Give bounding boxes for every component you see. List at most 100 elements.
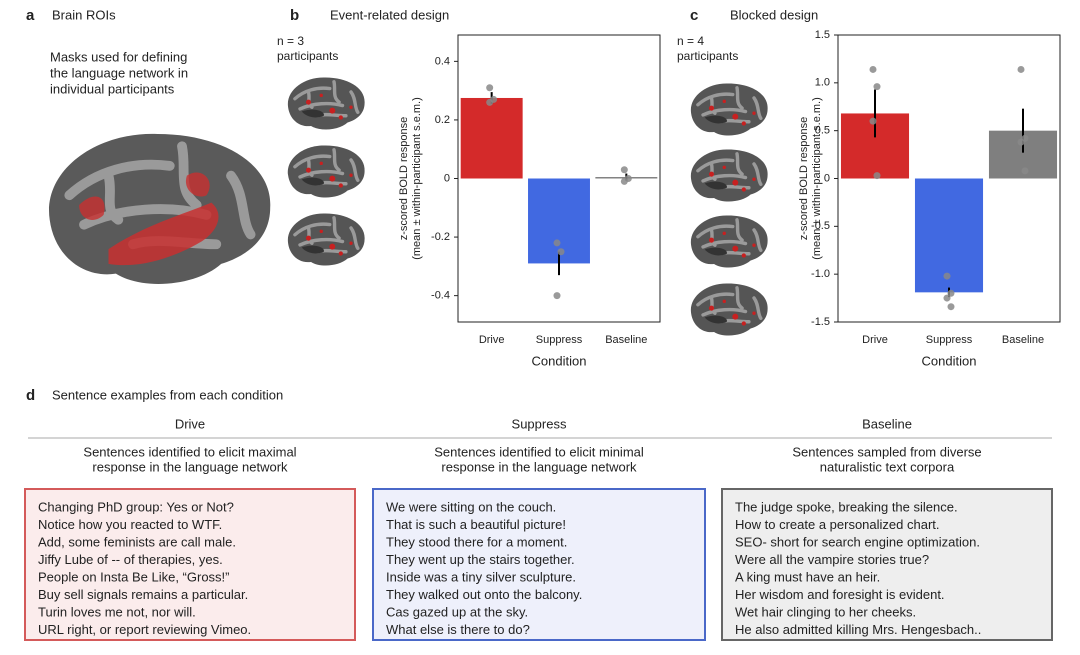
- y-tick-label: 0: [824, 172, 830, 184]
- y-tick-label: 1.5: [815, 29, 830, 41]
- column-header: Suppress: [512, 416, 567, 431]
- x-tick-label: Suppress: [536, 334, 583, 346]
- n-caption: participants: [277, 49, 338, 63]
- column-description: response in the language network: [441, 459, 637, 474]
- sentence: Inside was a tiny silver sculpture.: [386, 569, 576, 584]
- brain-image: [286, 75, 367, 132]
- participant-point: [873, 172, 881, 180]
- n-caption: participants: [677, 49, 738, 63]
- participant-point: [620, 177, 628, 185]
- participant-point: [1017, 138, 1025, 146]
- x-axis-label: Condition: [922, 353, 977, 368]
- sentence: URL right, or report reviewing Vimeo.: [38, 622, 251, 637]
- sentence: Were all the vampire stories true?: [735, 552, 929, 567]
- participant-point: [486, 98, 494, 106]
- participant-point: [947, 303, 955, 311]
- y-tick-label: -1.0: [811, 268, 830, 280]
- brain-image: [689, 213, 770, 270]
- column-description: Sentences sampled from diverse: [792, 444, 981, 459]
- y-tick-label: 0: [444, 172, 450, 184]
- plot-frame: [837, 34, 1061, 323]
- panel-title: Event-related design: [330, 7, 449, 22]
- x-tick-label: Baseline: [1002, 334, 1044, 346]
- y-tick-label: -0.5: [811, 220, 830, 232]
- sentence: Cas gazed up at the sky.: [386, 604, 528, 619]
- sentence: He also admitted killing Mrs. Hengesbach…: [735, 622, 981, 637]
- sentence: How to create a personalized chart.: [735, 517, 940, 532]
- sentence: People on Insta Be Like, “Gross!”: [38, 569, 229, 584]
- sentence: Her wisdom and foresight is evident.: [735, 587, 945, 602]
- sentence: What else is there to do?: [386, 622, 530, 637]
- participant-point: [869, 65, 877, 73]
- y-tick-label: 0.4: [435, 55, 450, 67]
- brain-image: [286, 211, 367, 268]
- column-header: Baseline: [862, 416, 912, 431]
- sentence: Changing PhD group: Yes or Not?: [38, 499, 234, 514]
- brain-image: [689, 81, 770, 138]
- n-label: n = 4: [677, 34, 704, 48]
- panel-title: Blocked design: [730, 7, 818, 22]
- y-tick-label: 0.2: [435, 114, 450, 126]
- caption-line: Masks used for defining: [50, 49, 187, 64]
- participant-point: [553, 239, 561, 247]
- sentence: Buy sell signals remains a particular.: [38, 587, 248, 602]
- sentence: Add, some feminists are call male.: [38, 534, 236, 549]
- x-axis-label: Condition: [532, 353, 587, 368]
- brain-image: [689, 147, 770, 204]
- column-header: Drive: [175, 416, 205, 431]
- sentence: A king must have an heir.: [735, 569, 880, 584]
- y-axis-label: z-scored BOLD response: [398, 117, 410, 241]
- participant-point: [947, 289, 955, 297]
- y-tick-label: -1.5: [811, 316, 830, 328]
- sentence-box: [721, 488, 1053, 641]
- x-tick-label: Drive: [479, 334, 505, 346]
- brain-image: [286, 143, 367, 200]
- panel-title: Sentence examples from each condition: [52, 387, 283, 402]
- sentence: We were sitting on the couch.: [386, 499, 556, 514]
- panel-letter: b: [290, 7, 299, 24]
- y-tick-label: 0.5: [815, 125, 830, 137]
- sentence: That is such a beautiful picture!: [386, 517, 566, 532]
- participant-point: [943, 272, 951, 280]
- participant-point: [1021, 167, 1029, 175]
- x-tick-label: Drive: [862, 334, 888, 346]
- y-axis-label: z-scored BOLD response: [798, 117, 810, 241]
- column-description: naturalistic text corpora: [820, 459, 955, 474]
- participant-point: [557, 248, 565, 256]
- x-tick-label: Suppress: [926, 334, 973, 346]
- sentence: They stood there for a moment.: [386, 534, 567, 549]
- panel-letter: d: [26, 387, 35, 404]
- participant-point: [486, 84, 494, 92]
- caption-line: the language network in: [50, 65, 188, 80]
- participant-point: [869, 117, 877, 125]
- caption-line: individual participants: [50, 81, 175, 96]
- sentence: Turin loves me not, nor will.: [38, 604, 196, 619]
- column-description: response in the language network: [92, 459, 288, 474]
- participant-point: [553, 292, 561, 300]
- panel-letter: a: [26, 7, 35, 24]
- plot-frame: [457, 34, 661, 323]
- participant-point: [620, 166, 628, 174]
- panel-title: Brain ROIs: [52, 7, 116, 22]
- y-tick-label: -0.2: [431, 231, 450, 243]
- brain-image: [689, 281, 770, 338]
- sentence: Jiffy Lube of -- of therapies, yes.: [38, 552, 223, 567]
- sentence: Notice how you reacted to WTF.: [38, 517, 222, 532]
- y-axis-label: (mean ± within-participant s.e.m.): [811, 97, 823, 260]
- sentence: Wet hair clinging to her cheeks.: [735, 604, 916, 619]
- brain-image: [49, 134, 270, 284]
- n-label: n = 3: [277, 34, 304, 48]
- y-tick-label: -0.4: [431, 290, 450, 302]
- participant-point: [873, 83, 881, 91]
- sentence: SEO- short for search engine optimizatio…: [735, 534, 980, 549]
- x-tick-label: Baseline: [605, 334, 647, 346]
- column-description: Sentences identified to elicit minimal: [434, 444, 644, 459]
- bar: [460, 97, 523, 179]
- y-axis-label: (mean ± within-participant s.e.m.): [411, 97, 423, 260]
- panel-letter: c: [690, 7, 698, 24]
- participant-point: [943, 294, 951, 302]
- participant-point: [1017, 65, 1025, 73]
- y-tick-label: 1.0: [815, 77, 830, 89]
- sentence-box: [372, 488, 706, 641]
